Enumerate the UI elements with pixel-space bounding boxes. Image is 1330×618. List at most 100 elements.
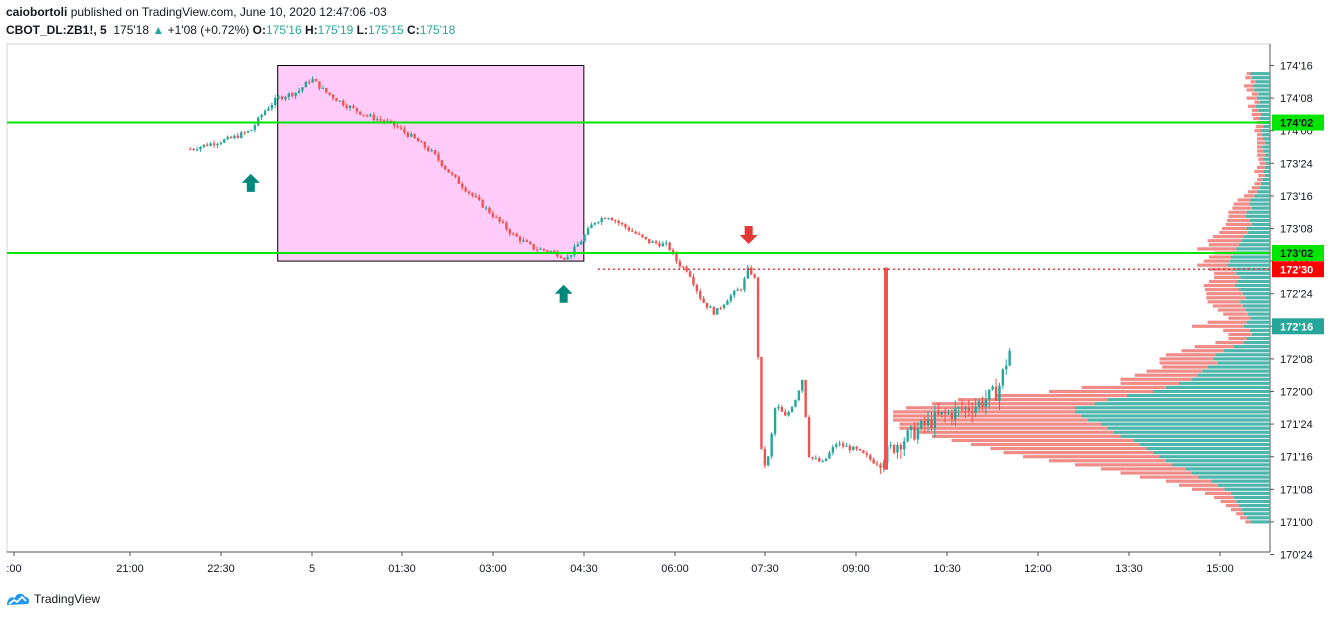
candle-body bbox=[726, 300, 729, 305]
volume-profile-up-bar bbox=[1233, 345, 1270, 349]
volume-profile-up-bar bbox=[1244, 235, 1270, 239]
candle-body bbox=[855, 446, 858, 449]
volume-profile-up-bar bbox=[1264, 141, 1270, 145]
candle-body bbox=[311, 78, 314, 83]
volume-profile-down-bar bbox=[1255, 125, 1264, 129]
candle-body bbox=[583, 234, 586, 242]
candle-body bbox=[688, 271, 692, 277]
candle-body bbox=[274, 98, 277, 105]
volume-profile-up-bar bbox=[1075, 410, 1270, 414]
candle-body bbox=[382, 120, 386, 122]
volume-profile-down-bar bbox=[1253, 116, 1260, 121]
volume-profile-down-bar bbox=[1228, 332, 1252, 337]
volume-profile-down-bar bbox=[971, 442, 1140, 447]
candle-body bbox=[597, 222, 600, 224]
candle-body bbox=[794, 399, 797, 408]
candle-body bbox=[967, 407, 971, 411]
candle-body bbox=[559, 256, 563, 259]
candle-body bbox=[651, 241, 654, 243]
candle-body bbox=[872, 459, 875, 464]
candle-body bbox=[464, 187, 467, 192]
candle-body bbox=[743, 278, 746, 290]
tradingview-logo-icon[interactable] bbox=[6, 590, 30, 608]
volume-profile-up-bar bbox=[1114, 430, 1270, 434]
highlight-rectangle[interactable] bbox=[277, 65, 585, 262]
candle-body bbox=[841, 443, 845, 447]
y-tick-label: 171'08 bbox=[1280, 484, 1313, 496]
candle-body bbox=[824, 458, 828, 462]
volume-profile-up-bar bbox=[1223, 349, 1270, 353]
volume-profile-up-bar bbox=[1166, 459, 1270, 463]
volume-profile-up-bar bbox=[1233, 495, 1270, 500]
brand-name[interactable]: TradingView bbox=[34, 592, 101, 606]
volume-profile-down-bar bbox=[1254, 129, 1261, 133]
x-tick-label: 09:00 bbox=[842, 563, 870, 575]
volume-profile-down-bar bbox=[1203, 283, 1235, 288]
candle-body bbox=[818, 458, 821, 462]
candle-body bbox=[858, 448, 862, 451]
author-name[interactable]: caiobortoli bbox=[6, 5, 68, 19]
volume-profile-down-bar bbox=[1257, 141, 1265, 145]
candle-body bbox=[637, 233, 641, 235]
volume-profile-down-bar bbox=[1228, 214, 1246, 218]
candle-body bbox=[926, 418, 930, 426]
volume-profile-down-bar bbox=[1257, 133, 1263, 137]
candle-body bbox=[685, 266, 688, 272]
volume-profile-down-bar bbox=[1181, 349, 1224, 353]
price-chart[interactable]: 174'16174'08174'00173'24173'16173'08173'… bbox=[0, 0, 1330, 590]
plot-area[interactable] bbox=[6, 43, 1271, 553]
volume-profile-up-bar bbox=[1262, 133, 1270, 137]
last-price: 175'18 bbox=[113, 23, 150, 37]
candle-body bbox=[440, 160, 444, 166]
volume-profile-up-bar bbox=[1107, 398, 1270, 402]
candle-body bbox=[372, 114, 376, 120]
candle-body bbox=[308, 81, 311, 83]
volume-profile-down-bar bbox=[1257, 137, 1264, 141]
volume-profile-down-bar bbox=[1205, 491, 1231, 495]
volume-profile-down-bar bbox=[990, 446, 1147, 451]
candle-body bbox=[760, 356, 763, 449]
candle-body bbox=[739, 289, 743, 291]
candle-body bbox=[614, 220, 617, 222]
volume-profile-down-bar bbox=[1250, 80, 1256, 84]
candle-body bbox=[447, 169, 450, 173]
arrow-down-icon[interactable] bbox=[739, 226, 758, 245]
volume-profile-down-bar bbox=[1206, 296, 1246, 300]
volume-profile-up-bar bbox=[1088, 418, 1270, 422]
y-tick-label: 174'08 bbox=[1280, 93, 1313, 105]
candle-body bbox=[862, 450, 865, 454]
candle-body bbox=[552, 251, 556, 253]
price-label-text: 172'30 bbox=[1280, 264, 1313, 276]
candle-body bbox=[631, 230, 634, 232]
arrow-up-icon[interactable] bbox=[241, 173, 260, 192]
volume-profile-down-bar bbox=[1166, 353, 1216, 357]
candle-body bbox=[777, 406, 780, 409]
candle-body bbox=[784, 411, 787, 416]
volume-profile-down-bar bbox=[1225, 504, 1239, 508]
price-label-badge bbox=[1272, 261, 1324, 278]
volume-profile-up-bar bbox=[1236, 247, 1270, 251]
volume-profile-down-bar bbox=[1197, 247, 1237, 251]
volume-profile-up-bar bbox=[1238, 243, 1270, 247]
volume-profile-up-bar bbox=[1153, 389, 1270, 394]
volume-profile-down-bar bbox=[1246, 88, 1255, 92]
volume-profile-up-bar bbox=[1075, 406, 1270, 410]
volume-profile-down-bar bbox=[932, 402, 1095, 406]
volume-profile-down-bar bbox=[1221, 226, 1247, 231]
volume-profile-up-bar bbox=[1236, 499, 1270, 504]
close-label: C: bbox=[407, 23, 420, 37]
candle-body bbox=[712, 306, 716, 315]
symbol-label[interactable]: CBOT_DL:ZB1!, 5 bbox=[6, 23, 107, 37]
arrow-up-icon[interactable] bbox=[554, 284, 573, 303]
candle-body bbox=[229, 136, 233, 139]
volume-profile-down-bar bbox=[1251, 92, 1259, 96]
candle-body bbox=[940, 411, 943, 415]
volume-profile-down-bar bbox=[919, 430, 1114, 434]
candle-body bbox=[1005, 365, 1008, 370]
candle-body bbox=[814, 458, 818, 460]
volume-profile-down-bar bbox=[1049, 459, 1166, 463]
volume-profile-down-bar bbox=[951, 438, 1134, 442]
volume-profile-up-bar bbox=[1250, 72, 1270, 76]
volume-profile-down-bar bbox=[1212, 235, 1244, 239]
candle-body bbox=[634, 231, 637, 234]
